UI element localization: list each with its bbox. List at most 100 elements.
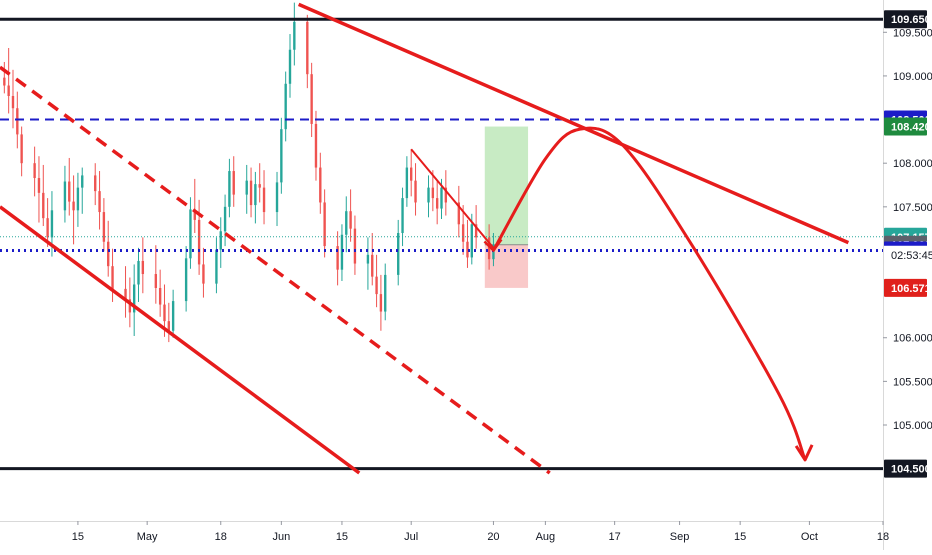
- x-tick-label: 17: [609, 531, 621, 543]
- candle-body: [435, 198, 439, 209]
- candle-body: [37, 178, 41, 193]
- channel-upper: [0, 65, 551, 475]
- candles: [3, 2, 495, 343]
- candle-body: [275, 182, 279, 213]
- candle-body: [193, 209, 196, 220]
- candle-body: [258, 184, 261, 188]
- candle-body: [189, 209, 192, 259]
- candle-body: [366, 254, 370, 264]
- candle-body: [223, 206, 227, 232]
- candle-body: [76, 187, 80, 211]
- candle-body: [98, 191, 101, 213]
- candle-body: [466, 241, 469, 258]
- price-tag: [884, 278, 927, 297]
- candle-body: [470, 224, 473, 258]
- x-tick-label: 15: [336, 531, 348, 543]
- price-tag-label: 104.500: [891, 464, 931, 476]
- y-tick-label: 109.000: [893, 71, 932, 83]
- candle-body: [102, 212, 106, 242]
- candle-body: [107, 241, 110, 267]
- candle-body: [293, 21, 296, 50]
- drawings: [0, 2, 850, 475]
- candle-body: [427, 187, 430, 203]
- x-tick-label: 18: [877, 531, 889, 543]
- x-tick-label: 18: [215, 531, 227, 543]
- candle-body: [132, 284, 136, 313]
- candle-body: [336, 246, 339, 270]
- candle-body: [124, 288, 127, 300]
- candle-body: [414, 180, 417, 203]
- candle-body: [487, 237, 491, 260]
- countdown-label: 02:53:45: [891, 250, 932, 262]
- candle-body: [154, 274, 158, 288]
- candle-body: [128, 299, 132, 313]
- candle-body: [397, 233, 400, 275]
- candle-body: [11, 95, 15, 109]
- candle-body: [405, 167, 409, 199]
- candle-body: [280, 129, 283, 183]
- candle-body: [16, 108, 19, 135]
- price-tag: [884, 10, 927, 29]
- candle-body: [46, 218, 49, 238]
- candle-body: [63, 181, 67, 211]
- candle-body: [306, 21, 309, 75]
- y-tick-label: 105.500: [893, 376, 932, 388]
- candle-body: [42, 192, 45, 219]
- short-trendline: [410, 148, 495, 249]
- candle-body: [249, 180, 253, 206]
- price-tags: 109.650108.500108.420107.157107.066107.0…: [884, 10, 932, 478]
- candle-body: [215, 249, 218, 284]
- candle-body: [353, 228, 357, 264]
- candle-body: [50, 210, 54, 238]
- projection-curve: [492, 126, 807, 461]
- candle-body: [310, 74, 313, 124]
- position-boxes: [484, 126, 529, 288]
- candle-body: [72, 201, 75, 211]
- time-axis-bg: [0, 521, 883, 550]
- candle-body: [202, 264, 205, 284]
- x-tick-label: 15: [734, 531, 746, 543]
- candle-body: [384, 274, 387, 312]
- candle-body: [3, 77, 6, 86]
- y-tick-label: 106.000: [893, 333, 932, 345]
- candle-body: [171, 301, 175, 331]
- x-tick-label: Sep: [670, 531, 690, 543]
- candle-body: [444, 187, 448, 203]
- candle-body: [228, 171, 231, 207]
- candle-body: [371, 254, 374, 277]
- candle-body: [245, 180, 248, 195]
- candle-body: [410, 167, 413, 181]
- candle-body: [375, 276, 378, 295]
- candle-body: [319, 167, 322, 203]
- candle-body: [81, 175, 84, 188]
- candle-body: [349, 211, 352, 229]
- candle-body: [323, 202, 326, 247]
- candle-body: [401, 198, 404, 234]
- y-tick-label: 108.000: [893, 158, 932, 170]
- x-tick-label: 20: [487, 531, 499, 543]
- channel-lower: [0, 205, 361, 475]
- stop-zone: [484, 244, 529, 288]
- candle-body: [379, 294, 383, 312]
- x-tick-label: 15: [72, 531, 84, 543]
- candle-body: [254, 184, 257, 206]
- candle-body: [158, 287, 162, 305]
- candle-body: [7, 85, 10, 96]
- projection-arrowhead: [794, 444, 814, 462]
- candle-body: [288, 49, 292, 84]
- candle-body: [137, 260, 140, 285]
- candle-body: [20, 134, 23, 164]
- price-tag-label: 109.650: [891, 14, 931, 26]
- candle-body: [345, 211, 348, 235]
- candle-body: [94, 175, 97, 192]
- candle-body: [184, 258, 188, 302]
- candle-body: [219, 231, 222, 250]
- x-tick-label: Jul: [404, 531, 418, 543]
- candle-body: [167, 321, 170, 331]
- candle-body: [163, 304, 166, 322]
- candle-body: [197, 219, 201, 265]
- x-tick-label: Jun: [272, 531, 290, 543]
- candle-body: [284, 83, 287, 130]
